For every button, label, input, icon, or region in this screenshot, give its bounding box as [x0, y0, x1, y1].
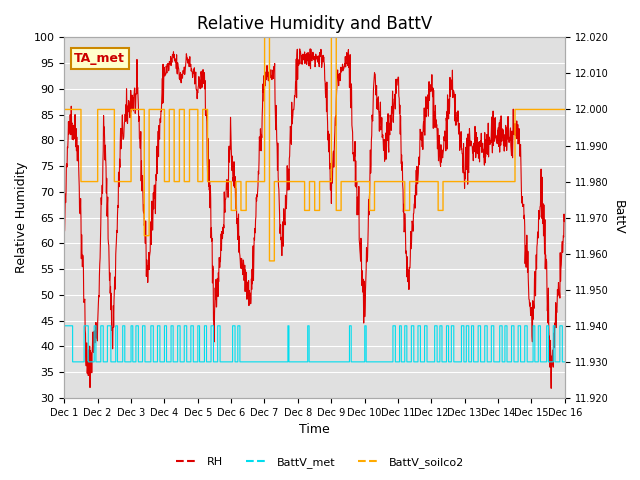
Legend: RH, BattV_met, BattV_soilco2: RH, BattV_met, BattV_soilco2: [172, 452, 468, 472]
Text: TA_met: TA_met: [74, 52, 125, 65]
Y-axis label: BattV: BattV: [612, 200, 625, 235]
Title: Relative Humidity and BattV: Relative Humidity and BattV: [197, 15, 432, 33]
X-axis label: Time: Time: [299, 423, 330, 436]
Y-axis label: Relative Humidity: Relative Humidity: [15, 162, 28, 273]
